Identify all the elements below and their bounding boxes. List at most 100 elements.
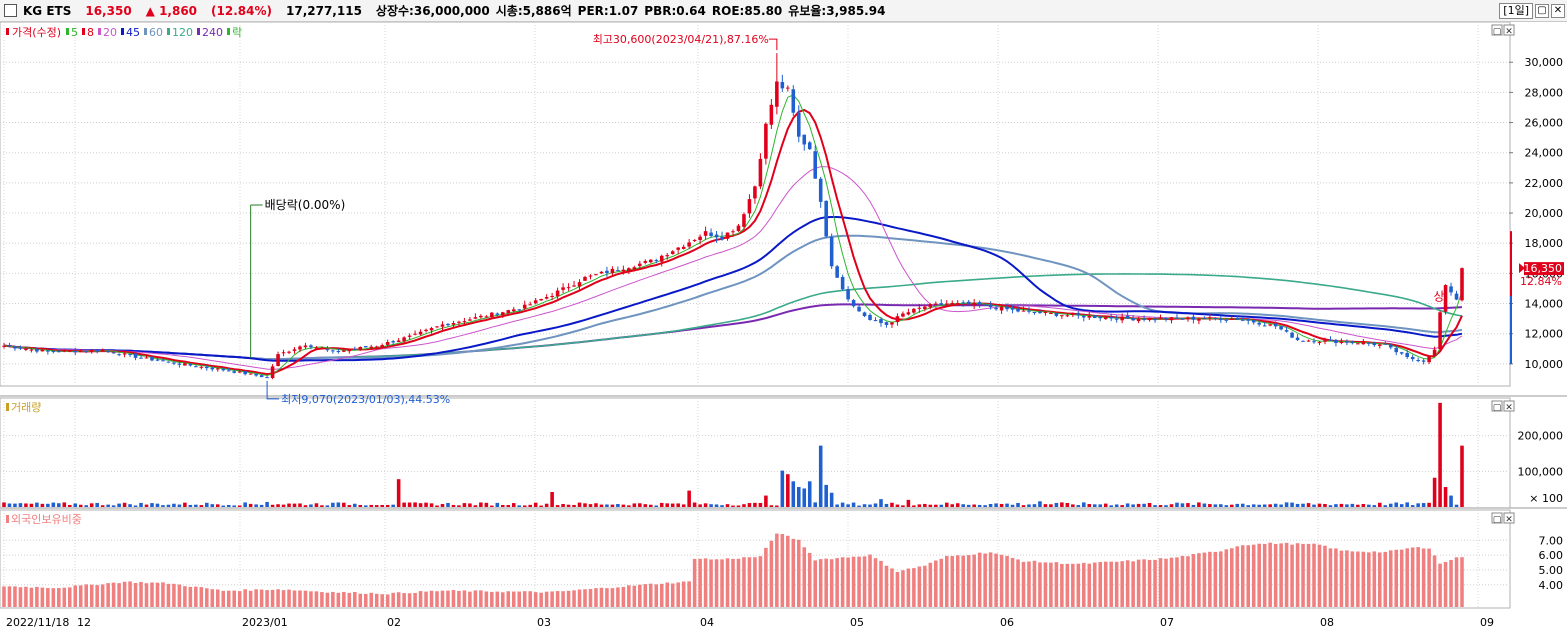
current-price: 16,350 xyxy=(85,3,132,18)
volume-bar xyxy=(1087,503,1092,507)
price-panel-max-button[interactable] xyxy=(1491,24,1503,36)
close-icon[interactable]: ✕ xyxy=(1551,4,1565,18)
candle-body xyxy=(188,363,193,366)
price-tick-label: 22,000 xyxy=(1525,177,1564,190)
date-tick-label: 04 xyxy=(700,616,714,629)
period-selector[interactable]: [1일] xyxy=(1499,3,1533,19)
candle-body xyxy=(1323,340,1327,342)
foreign-bar xyxy=(490,591,494,607)
foreign-bar xyxy=(122,581,127,607)
candle-body xyxy=(884,322,889,325)
foreign-bar xyxy=(928,562,933,607)
foreign-panel-close-button[interactable] xyxy=(1503,512,1515,524)
foreign-bar xyxy=(934,560,938,607)
volume-bar xyxy=(265,502,269,507)
candle-body xyxy=(1219,318,1223,321)
candle-body xyxy=(1361,342,1366,345)
candle-body xyxy=(309,345,313,348)
price-legend-item: 가격(수정) xyxy=(12,26,61,39)
volume-bar xyxy=(303,505,308,507)
volume-bar xyxy=(1208,504,1212,507)
last-price-tag xyxy=(1524,262,1564,276)
volume-bar xyxy=(1082,502,1086,507)
foreign-bar xyxy=(1153,559,1157,607)
volume-bar xyxy=(84,505,88,507)
foreign-bar xyxy=(276,589,280,607)
volume-bar xyxy=(1334,504,1338,507)
maximize-icon[interactable]: ▢ xyxy=(1535,4,1549,18)
foreign-bar xyxy=(479,590,483,607)
candle-body xyxy=(1317,341,1322,343)
volume-bar xyxy=(796,487,801,507)
volume-bar xyxy=(309,504,313,507)
trade-volume: 17,277,115 xyxy=(286,3,362,18)
volume-panel-max-button[interactable] xyxy=(1491,400,1503,412)
volume-bar xyxy=(966,504,971,507)
candle-body xyxy=(577,282,582,287)
foreign-bar xyxy=(1180,555,1185,607)
foreign-bar xyxy=(802,547,807,607)
foreign-bar xyxy=(895,571,900,607)
candle-body xyxy=(1388,344,1393,348)
volume-bar xyxy=(122,502,127,507)
candle-body xyxy=(747,199,752,214)
candle-body xyxy=(457,321,461,323)
price-tick-label: 18,000 xyxy=(1525,237,1564,250)
volume-bar xyxy=(1367,504,1371,507)
candle-body xyxy=(215,368,220,370)
foreign-bar xyxy=(643,584,648,607)
candle-body xyxy=(1142,318,1146,320)
volume-bar xyxy=(1328,505,1333,507)
volume-bar xyxy=(928,504,933,507)
foreign-bar xyxy=(709,559,713,607)
foreign-bar xyxy=(988,552,993,607)
volume-bar xyxy=(89,503,94,507)
candle-body xyxy=(533,300,538,304)
volume-bar xyxy=(1268,504,1272,507)
foreign-bar xyxy=(796,539,801,607)
volume-bar xyxy=(462,503,467,507)
volume-bar xyxy=(742,504,746,507)
volume-panel-close-icon: ✕ xyxy=(1505,403,1513,413)
foreign-bar xyxy=(150,582,154,607)
date-tick-label: 2023/01 xyxy=(242,616,288,629)
foreign-bar xyxy=(588,589,593,607)
foreign-bar xyxy=(1356,551,1360,607)
chart-area[interactable]: 30,000 28,000 26,000 24,000 22,000 20,000 18,0… xyxy=(0,22,1567,630)
volume-bar xyxy=(665,503,670,507)
candle-body xyxy=(1410,357,1415,360)
foreign-bar xyxy=(670,583,675,607)
candle-body xyxy=(451,323,456,325)
high-price-annotation: 최고30,600(2023/04/21),87.16% xyxy=(593,33,769,46)
candle-body xyxy=(46,350,50,352)
foreign-bar xyxy=(1191,554,1196,607)
foreign-panel-max-button[interactable] xyxy=(1491,512,1503,524)
candle-body xyxy=(1016,308,1020,312)
candle-body xyxy=(511,309,516,312)
foreign-bar xyxy=(501,592,505,607)
volume-bar xyxy=(298,503,302,507)
candle-body xyxy=(649,259,653,263)
volume-bar xyxy=(643,504,648,507)
volume-bar xyxy=(649,504,653,507)
foreign-bar xyxy=(566,590,571,607)
foreign-bar xyxy=(139,581,143,607)
foreign-bar xyxy=(177,584,182,607)
foreign-bar xyxy=(248,590,253,607)
candle-body xyxy=(1334,339,1338,343)
volume-panel-close-button[interactable] xyxy=(1503,400,1515,412)
foreign-bar xyxy=(2,586,6,607)
candle-body xyxy=(1005,306,1009,310)
select-checkbox[interactable] xyxy=(4,4,17,17)
price-panel-close-button[interactable] xyxy=(1503,24,1515,36)
volume-bar xyxy=(1065,502,1070,507)
candle-body xyxy=(177,363,182,365)
candle-body xyxy=(977,302,982,305)
volume-bar xyxy=(1290,502,1294,507)
volume-bar xyxy=(1240,503,1245,507)
candle-body xyxy=(714,234,719,238)
candle-body xyxy=(100,350,105,352)
volume-bar xyxy=(215,504,220,507)
volume-bar xyxy=(117,503,121,507)
candle-body xyxy=(1082,315,1086,318)
